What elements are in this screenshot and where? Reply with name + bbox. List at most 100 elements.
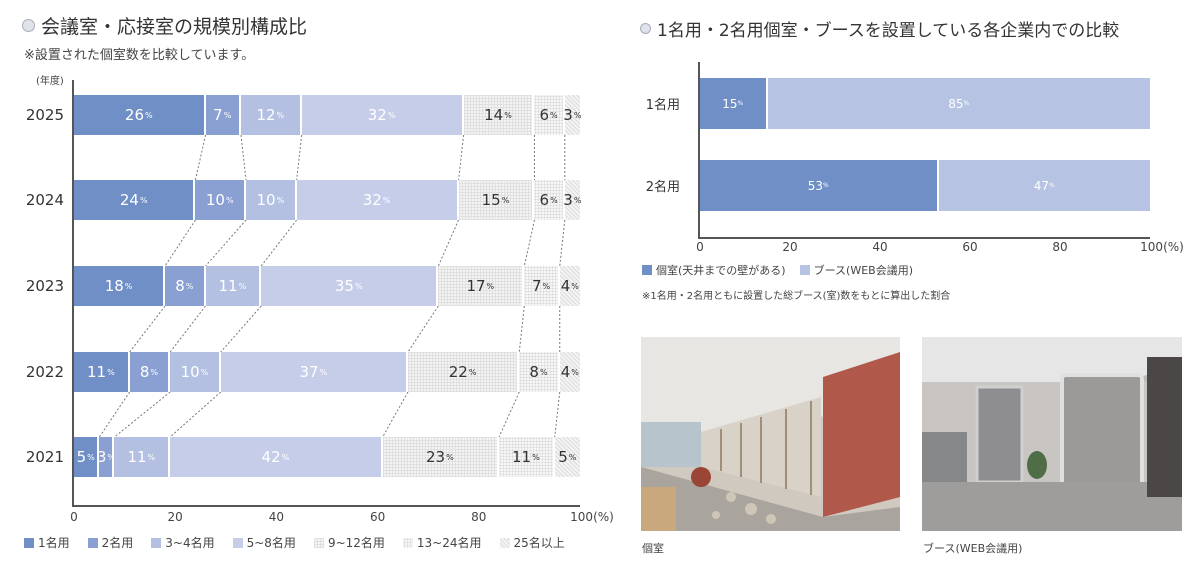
bar-segment: 5% [74, 437, 100, 477]
bar-segment: 47% [938, 160, 1150, 211]
bar-segment: 42% [170, 437, 383, 477]
bar-segment: 24% [74, 180, 196, 220]
bar-segment: 8% [129, 352, 171, 392]
bar-segment: 17% [438, 266, 525, 306]
right-chart-title: 1名用・2名用個室・ブースを設置している各企業内での比較 [640, 16, 1119, 41]
bar-segment: 35% [261, 266, 439, 306]
bar-segment: 18% [74, 266, 166, 306]
x-tick-label: 60 [369, 510, 386, 524]
bar-segment: 53% [700, 160, 939, 211]
row-label: 2名用 [645, 180, 680, 195]
bar-segment: 15% [700, 78, 768, 129]
x-tick-label: 40 [268, 510, 285, 524]
bar-segment: 15% [458, 180, 535, 220]
legend-swatch-icon [87, 537, 98, 548]
photo-private-room [641, 337, 900, 531]
bar-segment: 85% [767, 78, 1150, 129]
left-legend: 1名用 2名用 3~4名用 5~8名用 9~12名用 13~24名用 25名以上 [24, 534, 565, 551]
bar-segment: 11% [74, 352, 130, 392]
right-x-axis [698, 237, 1150, 239]
stacked-bar: 53% 47% [700, 160, 1150, 211]
x-tick-label: 40 [872, 240, 888, 254]
x-tick-label: 20 [167, 510, 183, 524]
stacked-bar: 5% 3% 11% 42% 23% 11% 5% [74, 437, 580, 477]
x-tick-label: 100(%) [570, 510, 614, 524]
bar-segment: 8% [165, 266, 206, 306]
bar-segment: 22% [407, 352, 520, 392]
bar-segment: 4% [559, 352, 580, 392]
x-tick-label: 20 [782, 240, 798, 254]
year-label: 2023 [25, 277, 64, 295]
year-label: 2025 [25, 106, 64, 124]
bar-segment: 7% [524, 266, 560, 306]
stacked-bar: 15% 85% [700, 78, 1150, 129]
bar-segment: 4% [559, 266, 580, 306]
left-x-axis [72, 505, 580, 507]
bar-segment: 23% [382, 437, 500, 477]
bar-segment: 3% [97, 437, 115, 477]
legend-swatch-icon [642, 265, 652, 275]
circle-bullet-icon [640, 23, 651, 34]
right-y-axis [698, 62, 700, 238]
year-label: 2024 [25, 191, 64, 209]
stacked-bar: 11% 8% 10% 37% 22% 8% 4% [74, 352, 580, 392]
year-label: 2021 [25, 448, 64, 466]
bar-segment: 3% [563, 95, 581, 135]
stacked-bar: 18% 8% 11% 35% 17% 7% 4% [74, 266, 580, 306]
bar-segment: 5% [554, 437, 580, 477]
photo-web-booth [922, 337, 1182, 531]
legend-swatch-icon [799, 265, 810, 275]
bar-segment: 10% [170, 352, 221, 392]
legend-item: 13~24名用 [402, 534, 482, 551]
x-tick-label: 0 [70, 510, 78, 524]
photo-caption-private-room: 個室 [642, 542, 664, 555]
year-label: 2022 [25, 363, 64, 381]
left-y-axis [72, 80, 74, 506]
legend-swatch-icon [499, 537, 510, 548]
legend-item: ブース(WEB会議用) [799, 262, 913, 278]
legend-swatch-icon [313, 537, 324, 548]
bar-segment: 37% [220, 352, 408, 392]
left-chart-title: 会議室・応接室の規模別構成比 [22, 12, 307, 39]
y-axis-unit: (年度) [36, 76, 64, 87]
x-tick-label: 100(%) [1140, 240, 1184, 254]
bar-segment: 10% [195, 180, 247, 220]
x-tick-label: 0 [696, 240, 704, 254]
bar-segment: 7% [205, 95, 241, 135]
circle-bullet-icon [22, 19, 35, 32]
photo-caption-web-booth: ブース(WEB会議用) [923, 542, 1023, 555]
bar-segment: 8% [519, 352, 560, 392]
legend-item: 5~8名用 [232, 534, 296, 551]
legend-swatch-icon [402, 537, 413, 548]
right-title-text: 1名用・2名用個室・ブースを設置している各企業内での比較 [657, 21, 1120, 41]
bar-segment: 11% [499, 437, 555, 477]
left-title-text: 会議室・応接室の規模別構成比 [41, 16, 308, 38]
x-tick-label: 80 [471, 510, 487, 524]
legend-item: 個室(天井までの壁がある) [642, 262, 786, 278]
legend-item: 2名用 [87, 534, 133, 551]
row-label: 1名用 [645, 98, 680, 113]
legend-item: 3~4名用 [151, 534, 215, 551]
legend-swatch-icon [24, 537, 34, 548]
bar-segment: 11% [205, 266, 262, 306]
legend-item: 25名以上 [499, 534, 565, 551]
bar-segment: 11% [114, 437, 171, 477]
legend-swatch-icon [232, 537, 243, 548]
bar-segment: 12% [240, 95, 302, 135]
stacked-bar: 24% 10% 10% 32% 15% 6% 3% [74, 180, 581, 220]
right-legend: 個室(天井までの壁がある) ブース(WEB会議用) [642, 262, 913, 278]
legend-item: 9~12名用 [313, 534, 385, 551]
legend-item: 1名用 [24, 534, 70, 551]
x-tick-label: 60 [962, 240, 978, 254]
bar-segment: 32% [301, 95, 464, 135]
bar-segment: 32% [296, 180, 459, 220]
left-chart-subtitle: ※設置された個室数を比較しています。 [24, 48, 255, 63]
x-tick-label: 80 [1052, 240, 1068, 254]
stacked-bar: 26% 7% 12% 32% 14% 6% 3% [74, 95, 581, 135]
bar-segment: 6% [534, 95, 565, 135]
legend-swatch-icon [151, 537, 162, 548]
bar-segment: 26% [74, 95, 206, 135]
bar-segment: 14% [463, 95, 535, 135]
bar-segment: 3% [563, 180, 581, 220]
right-note: ※1名用・2名用ともに設置した総ブース(室)数をもとに算出した割合 [642, 291, 951, 302]
